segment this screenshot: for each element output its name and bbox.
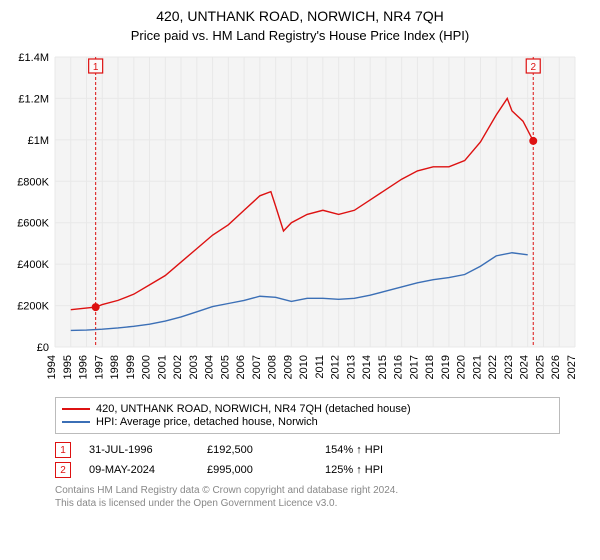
price-vs-hpi-chart: £0 £200K £400K £600K £800K £1M £1.2M £1.4M 1994 1… [0, 51, 600, 391]
svg-text:£600K: £600K [17, 218, 49, 230]
svg-text:2008: 2008 [267, 355, 279, 379]
svg-text:2007: 2007 [251, 355, 263, 379]
row-price: £192,500 [207, 444, 307, 456]
legend-item: 420, UNTHANK ROAD, NORWICH, NR4 7QH (det… [62, 403, 553, 415]
svg-text:2004: 2004 [204, 355, 216, 379]
legend-label: HPI: Average price, detached house, Norw… [96, 416, 318, 428]
svg-text:£0: £0 [37, 342, 49, 354]
row-price: £995,000 [207, 464, 307, 476]
svg-text:2012: 2012 [330, 355, 342, 379]
svg-text:2000: 2000 [141, 355, 153, 379]
svg-text:2025: 2025 [534, 355, 546, 379]
svg-text:2001: 2001 [156, 355, 168, 379]
svg-text:2023: 2023 [503, 355, 515, 379]
transaction-rows: 1 31-JUL-1996 £192,500 154% ↑ HPI 2 09-M… [55, 442, 560, 478]
row-marker-icon: 2 [55, 462, 71, 478]
svg-text:2027: 2027 [566, 355, 578, 379]
row-marker-icon: 1 [55, 442, 71, 458]
svg-text:2018: 2018 [424, 355, 436, 379]
svg-text:2: 2 [530, 62, 536, 73]
svg-text:1997: 1997 [93, 355, 105, 379]
transaction-row: 1 31-JUL-1996 £192,500 154% ↑ HPI [55, 442, 560, 458]
svg-text:2009: 2009 [282, 355, 294, 379]
legend-item: HPI: Average price, detached house, Norw… [62, 416, 553, 428]
svg-text:£1M: £1M [28, 135, 49, 147]
legend: 420, UNTHANK ROAD, NORWICH, NR4 7QH (det… [55, 397, 560, 434]
svg-text:2022: 2022 [487, 355, 499, 379]
row-date: 31-JUL-1996 [89, 444, 189, 456]
svg-text:£1.4M: £1.4M [18, 52, 49, 64]
chart-subtitle: Price paid vs. HM Land Registry's House … [0, 24, 600, 43]
transaction-row: 2 09-MAY-2024 £995,000 125% ↑ HPI [55, 462, 560, 478]
svg-text:2002: 2002 [172, 355, 184, 379]
svg-text:2021: 2021 [471, 355, 483, 379]
chart-title: 420, UNTHANK ROAD, NORWICH, NR4 7QH [0, 0, 600, 24]
svg-text:2003: 2003 [188, 355, 200, 379]
row-hpi: 125% ↑ HPI [325, 464, 425, 476]
svg-text:2014: 2014 [361, 355, 373, 379]
row-hpi: 154% ↑ HPI [325, 444, 425, 456]
svg-text:1999: 1999 [125, 355, 137, 379]
legend-swatch [62, 408, 90, 410]
footer-line: This data is licensed under the Open Gov… [55, 497, 560, 510]
svg-text:2016: 2016 [393, 355, 405, 379]
footer-line: Contains HM Land Registry data © Crown c… [55, 484, 560, 497]
svg-text:1996: 1996 [78, 355, 90, 379]
svg-text:1998: 1998 [109, 355, 121, 379]
svg-text:£200K: £200K [17, 301, 49, 313]
svg-text:2024: 2024 [519, 355, 531, 379]
svg-text:£400K: £400K [17, 259, 49, 271]
svg-text:2026: 2026 [550, 355, 562, 379]
svg-text:2011: 2011 [314, 355, 326, 379]
svg-text:2013: 2013 [345, 355, 357, 379]
svg-text:2020: 2020 [456, 355, 468, 379]
svg-text:2017: 2017 [408, 355, 420, 379]
svg-text:£1.2M: £1.2M [18, 93, 49, 105]
svg-text:2015: 2015 [377, 355, 389, 379]
svg-text:1995: 1995 [62, 355, 74, 379]
svg-text:2010: 2010 [298, 355, 310, 379]
footer-attribution: Contains HM Land Registry data © Crown c… [55, 484, 560, 510]
svg-text:1994: 1994 [46, 355, 58, 379]
svg-text:2006: 2006 [235, 355, 247, 379]
legend-label: 420, UNTHANK ROAD, NORWICH, NR4 7QH (det… [96, 403, 411, 415]
row-date: 09-MAY-2024 [89, 464, 189, 476]
legend-swatch [62, 421, 90, 423]
svg-text:£800K: £800K [17, 176, 49, 188]
svg-text:1: 1 [93, 62, 99, 73]
svg-text:2019: 2019 [440, 355, 452, 379]
svg-text:2005: 2005 [219, 355, 231, 379]
